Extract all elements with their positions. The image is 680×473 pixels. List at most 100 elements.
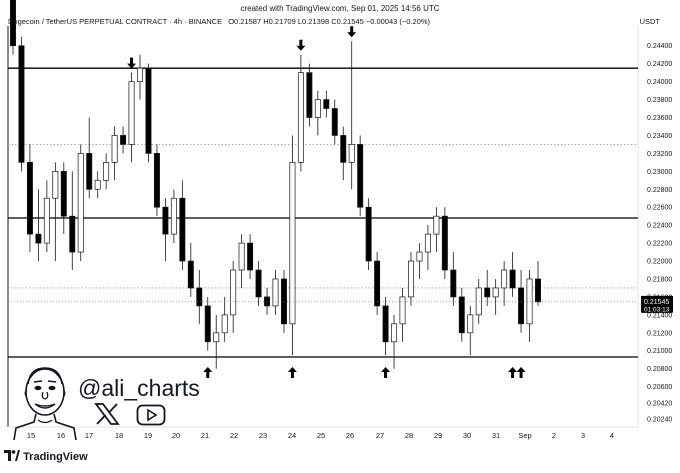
candle-body-down bbox=[280, 278, 287, 325]
x-tick-label: 22 bbox=[230, 431, 238, 440]
x-tick-label: 23 bbox=[259, 431, 267, 440]
x-tick-label: 17 bbox=[85, 431, 93, 440]
tradingview-logo-icon bbox=[4, 450, 20, 461]
y-tick-label: 0.24000 bbox=[647, 79, 672, 86]
y-tick-label: 0.22000 bbox=[647, 259, 672, 266]
candle-body-down bbox=[120, 135, 127, 145]
candle-body-down bbox=[18, 45, 25, 163]
y-tick-label: 0.20600 bbox=[647, 384, 672, 391]
candle-body-down bbox=[535, 278, 541, 303]
candle-body-up bbox=[111, 135, 118, 163]
x-logo-icon bbox=[94, 402, 120, 431]
candle-body-down bbox=[357, 144, 364, 208]
y-tick-label: 0.21800 bbox=[647, 276, 672, 283]
candle-body-down bbox=[196, 287, 203, 307]
avatar-sketch-icon bbox=[13, 367, 77, 441]
candle-body-up bbox=[492, 287, 499, 298]
arrow-up-icon bbox=[516, 367, 526, 379]
candle-body-down bbox=[145, 67, 152, 154]
y-tick-label: 0.23200 bbox=[647, 151, 672, 158]
y-tick-label: 0.23000 bbox=[647, 169, 672, 176]
x-tick-label: 2 bbox=[552, 431, 556, 440]
x-tick-label: 30 bbox=[463, 431, 471, 440]
x-tick-label: 3 bbox=[581, 431, 585, 440]
candle-body-down bbox=[340, 135, 347, 163]
candle-body-up bbox=[52, 170, 59, 199]
candle-body-down bbox=[255, 269, 262, 298]
candle-body-down bbox=[323, 99, 330, 109]
candle-body-down bbox=[247, 242, 254, 271]
y-axis: 0.20240 0.20420 0.20600 0.20800 0.21000 0.212… bbox=[647, 43, 672, 423]
x-tick-label: 20 bbox=[172, 431, 180, 440]
y-tick-label: 0.21400 bbox=[647, 312, 672, 319]
candle-body-up bbox=[170, 197, 177, 235]
last-price-label: 0.21545 bbox=[644, 299, 669, 306]
ohlc-readout: O0.21587 H0.21709 L0.21398 C0.21545 −0.0… bbox=[228, 17, 431, 26]
x-tick-label: 28 bbox=[405, 431, 413, 440]
candle-body-down bbox=[484, 287, 491, 298]
y-tick-label: 0.21000 bbox=[647, 348, 672, 355]
symbol-header: Dogecoin / TetherUS PERPETUAL CONTRACT ·… bbox=[8, 17, 430, 26]
x-tick-label: 15 bbox=[27, 431, 35, 440]
arrow-down-icon bbox=[127, 57, 137, 69]
candle-body-up bbox=[94, 179, 101, 190]
y-tick-label: 0.23400 bbox=[647, 133, 672, 140]
x-tick-label: 26 bbox=[346, 431, 354, 440]
candle-body-down bbox=[365, 206, 372, 262]
candle-body-up bbox=[348, 144, 355, 163]
arrow-up-icon bbox=[203, 367, 213, 379]
candle-body-up bbox=[416, 251, 423, 262]
x-tick-label: 19 bbox=[144, 431, 152, 440]
y-tick-label: 0.20420 bbox=[647, 400, 672, 407]
tradingview-logo-text: TradingView bbox=[23, 451, 88, 463]
y-tick-label: 0.22400 bbox=[647, 223, 672, 230]
candle-body-up bbox=[501, 269, 508, 289]
candle-body-down bbox=[187, 260, 194, 289]
candles bbox=[10, 0, 541, 369]
candle-body-down bbox=[10, 0, 16, 47]
candle-body-up bbox=[103, 162, 110, 181]
created-note: created with TradingView.com, Sep 01, 20… bbox=[240, 4, 440, 13]
candle-body-down bbox=[26, 162, 33, 235]
candle-body-up bbox=[475, 287, 482, 316]
x-tick-label: 31 bbox=[492, 431, 500, 440]
symbol-title: Dogecoin / TetherUS PERPETUAL CONTRACT ·… bbox=[8, 17, 223, 26]
candle-body-down bbox=[331, 108, 338, 136]
x-tick-label: 29 bbox=[434, 431, 442, 440]
candle-body-up bbox=[399, 296, 406, 325]
currency-label: USDT bbox=[639, 17, 660, 26]
candle-body-down bbox=[69, 215, 76, 253]
candle-body-down bbox=[162, 206, 169, 235]
youtube-logo-icon bbox=[136, 404, 166, 431]
arrow-up-icon bbox=[508, 367, 518, 379]
candle-body-up bbox=[272, 278, 279, 307]
candle-body-down bbox=[458, 296, 465, 334]
x-tick-label: 24 bbox=[288, 431, 296, 440]
y-tick-label: 0.20800 bbox=[647, 366, 672, 373]
y-tick-label: 0.22200 bbox=[647, 241, 672, 248]
candle-body-down bbox=[60, 170, 67, 217]
y-tick-label: 0.24200 bbox=[647, 61, 672, 68]
x-tick-label: 4 bbox=[610, 431, 614, 440]
y-tick-label: 0.22800 bbox=[647, 187, 672, 194]
y-tick-label: 0.22600 bbox=[647, 205, 672, 212]
candle-body-up bbox=[433, 215, 440, 235]
candle-body-down bbox=[450, 269, 457, 298]
x-tick-label: Sep bbox=[518, 431, 531, 440]
avatar bbox=[12, 362, 78, 441]
arrow-down-icon bbox=[347, 26, 357, 38]
candle-body-up bbox=[289, 162, 296, 325]
tradingview-logo[interactable]: TradingView bbox=[4, 450, 88, 463]
candle-body-down bbox=[306, 72, 313, 118]
y-tick-label: 0.20240 bbox=[647, 416, 672, 423]
candle-body-up bbox=[230, 269, 237, 316]
candle-body-down bbox=[86, 153, 93, 190]
arrow-up-icon bbox=[381, 367, 391, 379]
x-tick-label: 25 bbox=[317, 431, 325, 440]
x-tick-label: 18 bbox=[115, 431, 123, 440]
last-price-box bbox=[641, 295, 673, 313]
author-handle: @ali_charts bbox=[78, 375, 200, 401]
candle-body-up bbox=[213, 332, 220, 343]
